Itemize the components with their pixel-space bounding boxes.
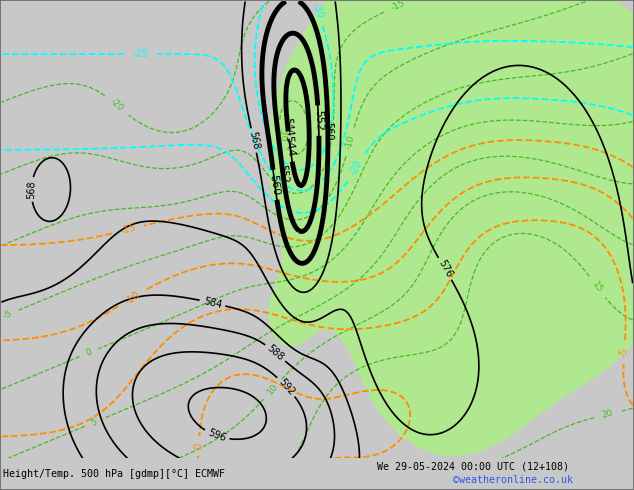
- Text: ©weatheronline.co.uk: ©weatheronline.co.uk: [453, 475, 573, 485]
- Text: 20: 20: [601, 409, 614, 420]
- Text: -5: -5: [619, 347, 630, 357]
- Text: 0: 0: [193, 442, 204, 449]
- Text: 560: 560: [269, 174, 281, 196]
- Text: -15: -15: [390, 0, 407, 13]
- Text: We 29-05-2024 00:00 UTC (12+108): We 29-05-2024 00:00 UTC (12+108): [377, 462, 569, 471]
- Text: -20: -20: [108, 97, 126, 114]
- Text: 592: 592: [276, 376, 296, 397]
- Text: -20: -20: [275, 126, 287, 143]
- Text: -10: -10: [344, 134, 356, 150]
- Text: 544: 544: [283, 135, 296, 158]
- Text: -30: -30: [311, 1, 325, 20]
- Text: -20: -20: [347, 158, 365, 177]
- Text: 0: 0: [84, 347, 93, 358]
- Text: 560: 560: [323, 122, 333, 141]
- Text: -10: -10: [123, 290, 141, 306]
- Text: 10: 10: [265, 382, 280, 397]
- Text: 568: 568: [26, 180, 37, 199]
- Text: -15: -15: [119, 223, 137, 236]
- Text: 576: 576: [436, 258, 454, 279]
- Text: 544: 544: [281, 117, 294, 136]
- Text: 596: 596: [206, 428, 227, 443]
- Text: 568: 568: [247, 130, 261, 150]
- Text: Height/Temp. 500 hPa [gdmp][°C] ECMWF: Height/Temp. 500 hPa [gdmp][°C] ECMWF: [3, 469, 225, 479]
- Text: -5: -5: [2, 309, 13, 321]
- Text: 584: 584: [202, 296, 223, 310]
- Text: 552: 552: [313, 110, 324, 131]
- Text: -25: -25: [133, 49, 148, 59]
- Text: 15: 15: [590, 280, 604, 294]
- Text: 552: 552: [277, 164, 289, 184]
- Text: 588: 588: [265, 343, 286, 363]
- Text: 5: 5: [90, 417, 99, 428]
